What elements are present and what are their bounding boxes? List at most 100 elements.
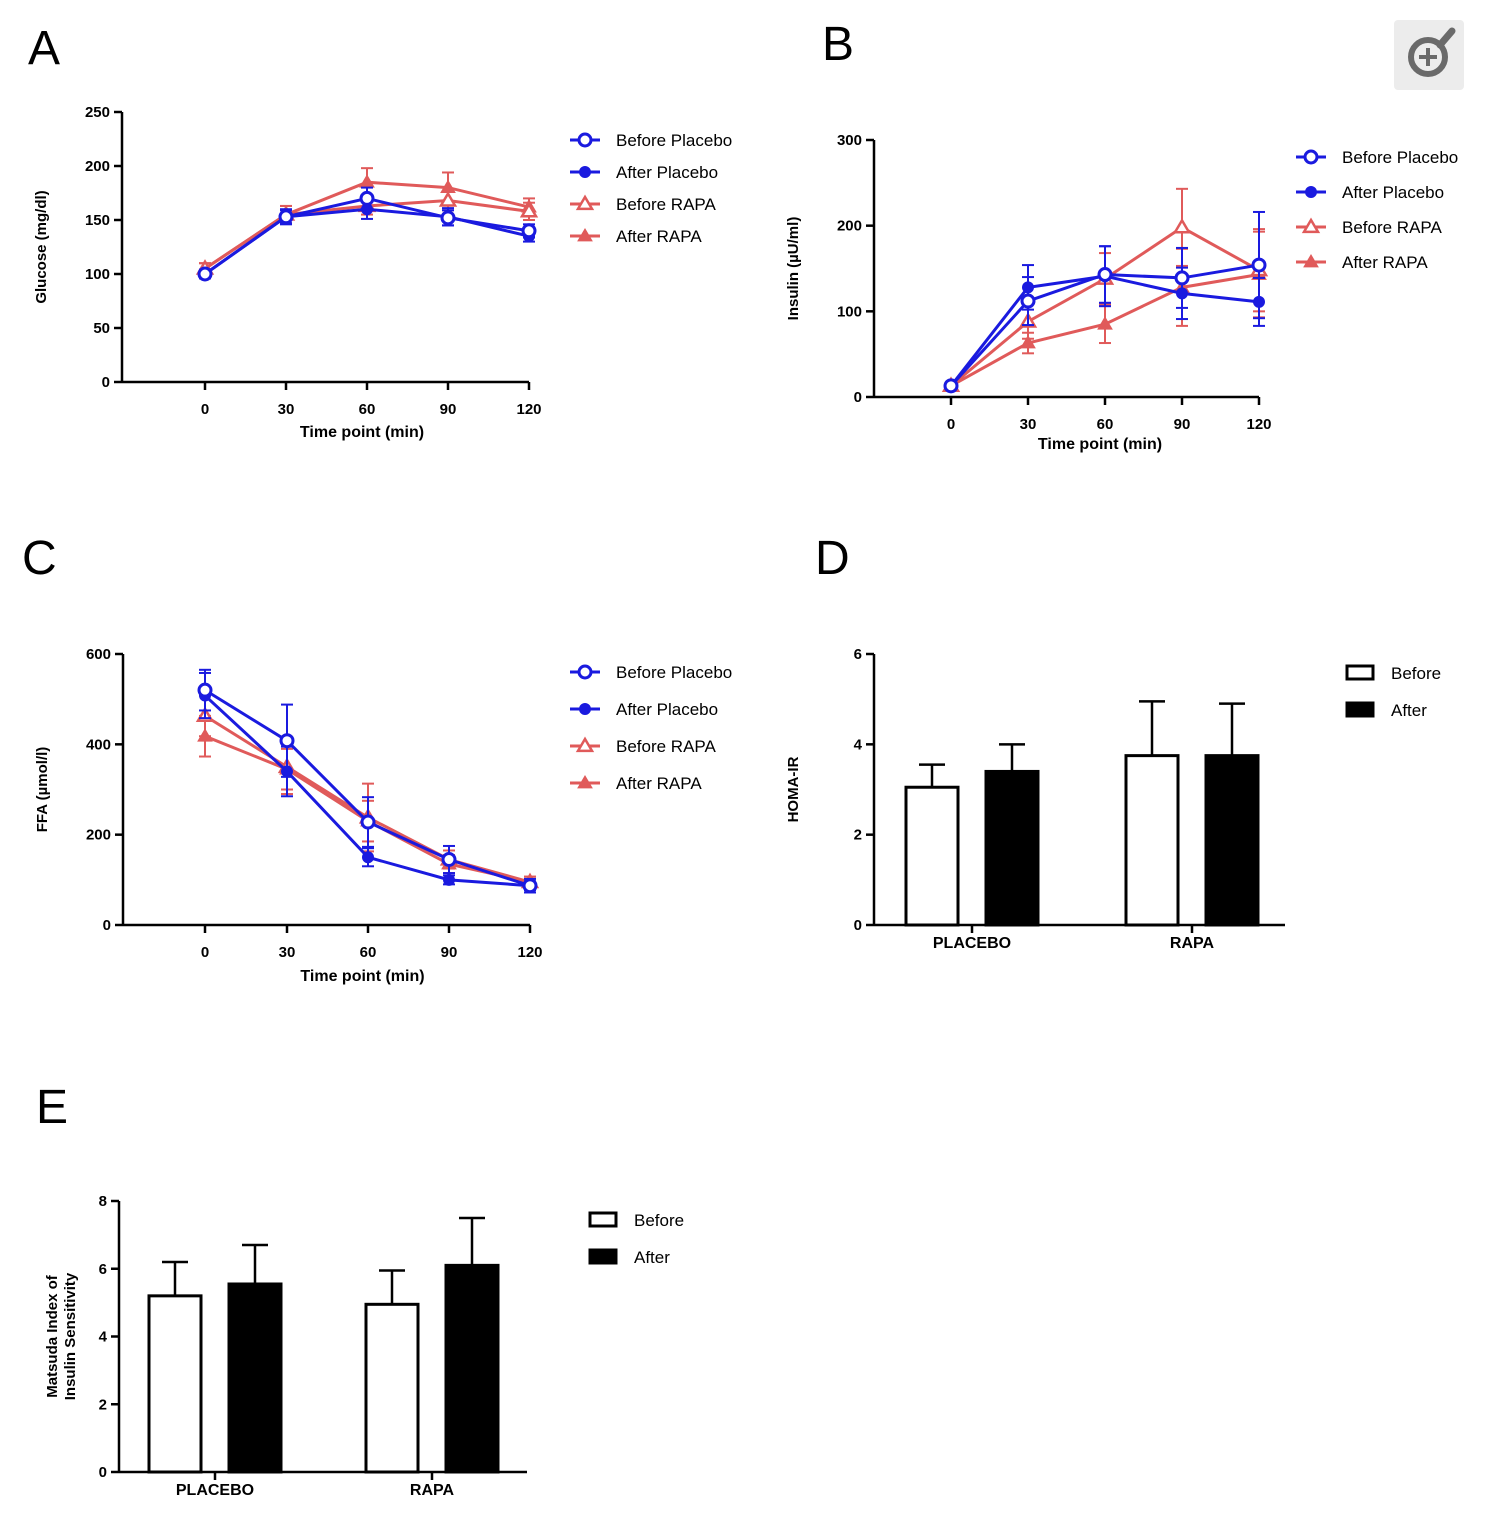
legend-swatch — [1345, 664, 1375, 681]
legend-label: After RAPA — [1342, 253, 1428, 272]
legend-marker — [579, 703, 591, 715]
y-axis-title-line: Matsuda Index of — [44, 1274, 61, 1398]
y-tick-label: 4 — [854, 736, 863, 753]
y-tick-label: 250 — [85, 104, 110, 121]
series-before-placebo — [197, 668, 538, 894]
x-tick-label: 0 — [947, 416, 955, 433]
x-tick-label: 90 — [441, 944, 458, 961]
x-tick-label: 120 — [517, 944, 542, 961]
data-point — [1174, 270, 1190, 286]
data-point — [359, 190, 375, 206]
y-tick-label: 200 — [837, 218, 862, 235]
y-tick-label: 2 — [99, 1396, 107, 1413]
legend-label: After — [1391, 701, 1427, 720]
category-label: RAPA — [410, 1482, 455, 1499]
series-after-placebo — [199, 671, 536, 892]
y-tick-label: 0 — [854, 917, 862, 934]
bar-after — [984, 769, 1040, 927]
panel-label: B — [822, 18, 854, 71]
category-label: PLACEBO — [933, 935, 1011, 952]
data-point — [197, 266, 213, 282]
x-tick-label: 60 — [360, 944, 377, 961]
legend-marker — [577, 775, 593, 789]
series-before-placebo — [943, 210, 1267, 394]
panel-c: C 0 200 400 600 0 30 60 90 120 Time point (min) FFA… — [22, 532, 732, 985]
data-point — [1172, 217, 1192, 234]
bar-before — [1124, 754, 1180, 927]
legend-marker — [575, 736, 595, 753]
x-tick-label: 30 — [278, 401, 295, 418]
panel-d: D 0 2 4 6 HOMA-IR PLACEBO RAPA Before After — [785, 532, 1441, 952]
x-tick-label: 0 — [201, 401, 209, 418]
y-axis-title: Insulin (µU/ml) — [785, 217, 802, 321]
y-tick-label: 300 — [837, 132, 862, 149]
panel-a: A 0 50 100 150 200 250 0 30 60 90 120 Time point (mi… — [28, 22, 732, 441]
category-label: PLACEBO — [176, 1482, 254, 1499]
legend-label: Before RAPA — [616, 195, 717, 214]
legend-marker — [579, 166, 591, 178]
data-point — [441, 852, 457, 868]
zoom-button[interactable] — [1394, 20, 1464, 90]
data-point — [440, 210, 456, 226]
legend-label: Before RAPA — [1342, 218, 1443, 237]
y-axis-title: Glucose (mg/dl) — [33, 190, 50, 303]
y-tick-label: 50 — [93, 320, 110, 337]
y-tick-label: 6 — [854, 646, 862, 663]
legend-label: After Placebo — [616, 163, 718, 182]
x-tick-label: 30 — [279, 944, 296, 961]
x-tick-label: 60 — [1097, 416, 1114, 433]
data-point — [522, 878, 538, 894]
y-tick-label: 200 — [86, 827, 111, 844]
x-tick-label: 120 — [1246, 416, 1271, 433]
y-axis-title-line: Insulin Sensitivity — [62, 1272, 79, 1400]
data-point — [362, 851, 374, 864]
legend: Before Placebo After Placebo Before RAPA Af… — [570, 663, 732, 793]
legend: Before After — [588, 1211, 684, 1267]
data-point — [278, 209, 294, 225]
legend-label: After RAPA — [616, 227, 702, 246]
legend-marker — [1303, 254, 1319, 268]
x-tick-label: 120 — [516, 401, 541, 418]
bar-after — [227, 1282, 283, 1474]
panel-label: C — [22, 532, 57, 585]
legend-swatch — [1345, 701, 1375, 718]
bar-before — [904, 785, 960, 927]
y-tick-label: 400 — [86, 736, 111, 753]
x-axis-title: Time point (min) — [300, 968, 424, 985]
y-tick-label: 8 — [99, 1193, 107, 1210]
panel-label: E — [36, 1081, 68, 1134]
legend-label: After Placebo — [616, 700, 718, 719]
legend-label: Before Placebo — [616, 131, 732, 150]
y-tick-label: 100 — [85, 266, 110, 283]
y-tick-label: 0 — [103, 917, 111, 934]
x-tick-label: 90 — [440, 401, 457, 418]
bar-before — [364, 1302, 420, 1474]
y-tick-label: 200 — [85, 158, 110, 175]
panel-label: D — [815, 532, 850, 585]
y-tick-label: 150 — [85, 212, 110, 229]
legend-marker — [1301, 217, 1321, 234]
y-axis-title: HOMA-IR — [785, 756, 802, 822]
panel-e: E 0 2 4 6 8 Matsuda Index of Insulin Sensitivit… — [36, 1081, 684, 1499]
category-label: RAPA — [1170, 935, 1215, 952]
data-point — [1097, 316, 1113, 330]
x-tick-label: 0 — [201, 944, 209, 961]
data-point — [1020, 335, 1036, 349]
legend-label: After RAPA — [616, 774, 702, 793]
y-tick-label: 100 — [837, 303, 862, 320]
legend-swatch — [588, 1211, 618, 1228]
panel-label: A — [28, 22, 60, 75]
legend-marker — [577, 228, 593, 242]
y-tick-label: 4 — [99, 1329, 108, 1346]
series-before-placebo — [197, 186, 537, 282]
y-tick-label: 0 — [854, 389, 862, 406]
legend: Before After — [1345, 664, 1441, 720]
data-point — [443, 873, 455, 886]
x-tick-label: 90 — [1174, 416, 1191, 433]
data-point — [1020, 293, 1036, 309]
data-point — [279, 733, 295, 749]
y-tick-label: 6 — [99, 1261, 107, 1278]
legend-marker — [1305, 186, 1317, 198]
legend-label: After Placebo — [1342, 183, 1444, 202]
